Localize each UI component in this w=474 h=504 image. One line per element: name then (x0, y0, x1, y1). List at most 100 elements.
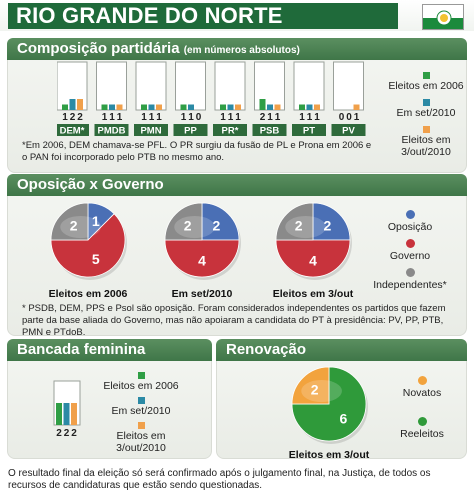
category-label-bg (173, 124, 208, 136)
bar-value-label: 1 (235, 112, 241, 123)
pie-value-label: 2 (295, 218, 303, 234)
legend-item-2006: Eleitos em 2006 (386, 72, 466, 92)
legend-label-set2010: Em set/2010 (396, 107, 456, 119)
bar-value-label: 2 (70, 112, 76, 123)
pie-value-label: 5 (92, 251, 100, 267)
pie-title: Eleitos em 3/out (289, 449, 370, 460)
category-tick-label: PV (342, 126, 355, 137)
bar-value-label: 1 (275, 112, 281, 123)
bar-value-label: 1 (188, 112, 194, 123)
category-box (175, 61, 206, 111)
pie-slice (275, 202, 314, 241)
bar (306, 104, 313, 110)
category-label-bg (94, 124, 129, 136)
pie-group: 2 4 2 (275, 202, 352, 280)
bancada-legend-swatch-set2010 (137, 397, 145, 404)
bancada-title: Bancada feminina (17, 341, 146, 358)
category-label-bg (57, 124, 89, 136)
category-label-bg (292, 124, 326, 136)
legend-label-governo: Governo (389, 250, 431, 262)
pie-title: Eleitos em 2006 (49, 288, 128, 300)
category-box (96, 61, 127, 111)
pie-gloss (285, 215, 326, 239)
oposicao-header: Oposição x Governo (7, 174, 467, 196)
legend-swatch-2006 (422, 72, 430, 79)
pie-value-label: 4 (198, 252, 206, 268)
legend-item-reeleitos: Reeleitos (392, 417, 452, 440)
bancada-legend-label-2006: Eleitos em 2006 (103, 380, 179, 392)
bancada-legend-item-set2010: Em set/2010 (96, 397, 186, 417)
bar (227, 104, 234, 110)
bar-value-label: 2 (77, 112, 83, 123)
legend-item-set2010: Em set/2010 (386, 99, 466, 119)
bar-value-label: 1 (102, 112, 108, 123)
bar-value-label: 1 (62, 112, 68, 123)
bar (267, 104, 273, 110)
bar (77, 99, 83, 110)
bar-value-label: 0 (346, 112, 352, 123)
legend-label-2006: Eleitos em 2006 (388, 80, 464, 92)
pie-group: 62 (291, 366, 368, 444)
pie-value-label: 2 (70, 218, 78, 234)
renovacao-header: Renovação (216, 339, 467, 361)
legend-item-oposicao: Oposição (370, 210, 450, 233)
category-label-bg (252, 124, 287, 136)
pie-slice (312, 202, 351, 241)
pie-value-label: 2 (212, 218, 220, 234)
legend-label-novatos: Novatos (402, 387, 442, 399)
legend-label-out2010: Eleitos em 3/out/2010 (401, 134, 451, 158)
bar (148, 104, 155, 110)
legend-item-governo: Governo (370, 239, 450, 262)
bar (188, 104, 194, 110)
composicao-note: *Em 2006, DEM chamava-se PFL. O PR surgi… (22, 140, 372, 163)
composicao-legend: Eleitos em 2006 Em set/2010 Eleitos em 3… (386, 72, 466, 158)
bar (220, 104, 226, 110)
bar-value-label: 2 (71, 428, 77, 439)
bancada-legend-swatch-2006 (137, 372, 145, 379)
bar-value-label: 1 (220, 112, 226, 123)
bar-value-label: 1 (299, 112, 305, 123)
composicao-title: Composição partidária (17, 40, 180, 57)
pie-slice (291, 366, 330, 405)
composicao-header: Composição partidária (em números absolu… (7, 38, 467, 60)
pie-slice (50, 202, 89, 241)
pie-title: Eleitos em 3/out (273, 288, 354, 300)
rn-flag-icon (422, 4, 464, 30)
bar-value-label: 1 (141, 112, 147, 123)
legend-dot-governo (405, 239, 415, 248)
bar (156, 104, 162, 110)
bar-value-label: 2 (64, 428, 70, 439)
bar-value-label: 1 (354, 112, 360, 123)
legend-label-oposicao: Oposição (387, 221, 433, 233)
category-tick-label: PMDB (98, 126, 126, 137)
renovacao-legend: Novatos Reeleitos (392, 376, 452, 440)
category-tick-label: PSB (260, 126, 280, 137)
bancada-legend-swatch-out2010 (137, 422, 145, 429)
bar (299, 104, 305, 110)
pie-title: Em set/2010 (172, 288, 233, 300)
category-tick-label: PMN (140, 126, 161, 137)
bancada-legend-item-out2010: Eleitos em 3/out/2010 (96, 422, 186, 454)
footer-note: O resultado final da eleição só será con… (8, 468, 431, 491)
legend-dot-independentes (405, 268, 415, 277)
bar (109, 104, 115, 110)
category-box (333, 61, 364, 111)
legend-dot-oposicao (405, 210, 415, 219)
category-label-bg (134, 124, 168, 136)
bar-value-label: 1 (149, 112, 155, 123)
bancada-legend-item-2006: Eleitos em 2006 (96, 372, 186, 392)
bar-value-label: 2 (56, 428, 62, 439)
bar (56, 403, 62, 425)
category-box (293, 61, 325, 111)
page-title: RIO GRANDE DO NORTE (8, 3, 398, 29)
pie-gloss (60, 215, 101, 239)
category-box (135, 61, 167, 111)
bar (141, 104, 147, 110)
renovacao-title: Renovação (226, 341, 307, 358)
pie-slice (275, 239, 351, 278)
bar-value-label: 1 (156, 112, 162, 123)
bar-value-label: 2 (260, 112, 266, 123)
bancada-header: Bancada feminina (7, 339, 212, 361)
oposicao-title: Oposição x Governo (17, 176, 164, 193)
